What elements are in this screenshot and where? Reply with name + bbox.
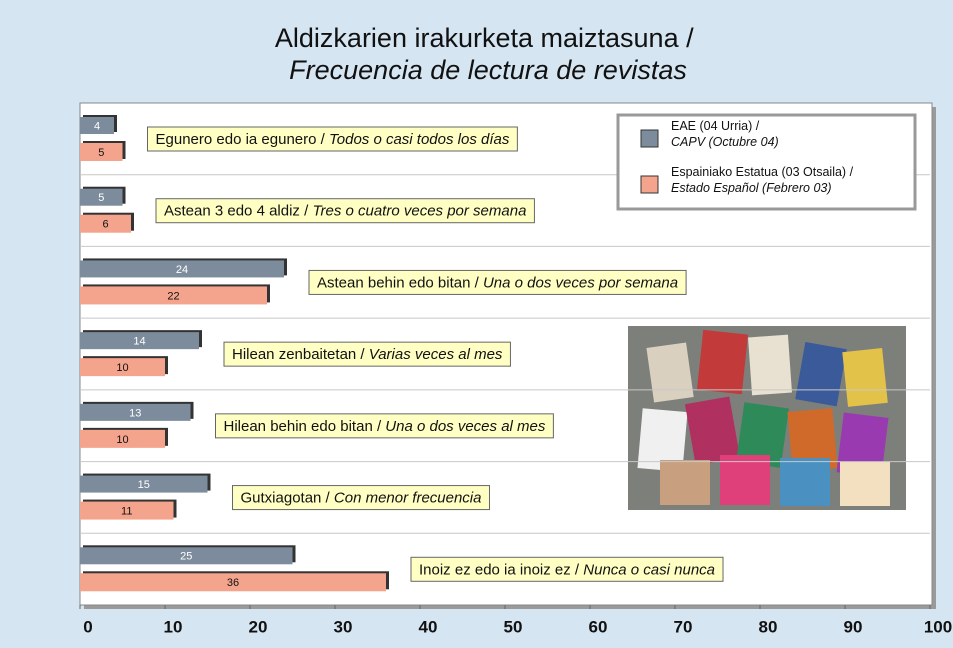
legend-label: Espainiako Estatua (03 Otsaila) / Estado… <box>671 165 857 195</box>
category-label-box <box>155 198 535 224</box>
x-tick-label: 0 <box>83 617 92 636</box>
value-label: 10 <box>116 362 128 374</box>
value-label: 14 <box>133 336 145 348</box>
bar <box>80 501 174 520</box>
bar <box>80 260 284 278</box>
value-label: 13 <box>129 407 141 419</box>
bar <box>80 403 191 421</box>
category-label: Astean 3 edo 4 aldiz / Tres o cuatro vec… <box>164 203 526 220</box>
value-label: 5 <box>98 147 104 159</box>
legend-box <box>616 113 917 211</box>
category-label: Gutxiagotan / Con menor frecuencia <box>241 490 482 507</box>
value-label: 15 <box>138 479 150 491</box>
value-label: 5 <box>98 192 104 204</box>
x-tick-label: 80 <box>759 617 778 636</box>
value-label: 36 <box>227 577 239 589</box>
x-tick-label: 20 <box>249 617 268 636</box>
category-label-box <box>308 269 687 295</box>
chart-title: Aldizkarien irakurketa maiztasuna / Frec… <box>275 23 701 85</box>
bar <box>80 117 114 134</box>
bar <box>80 214 131 233</box>
x-tick-label: 70 <box>674 617 693 636</box>
value-label: 24 <box>176 264 188 276</box>
photo <box>628 326 906 510</box>
bar <box>80 429 165 448</box>
legend-swatch <box>640 129 659 148</box>
bar <box>80 286 267 305</box>
bar <box>80 475 208 493</box>
value-label: 4 <box>94 120 100 132</box>
x-tick-label: 60 <box>589 617 608 636</box>
category-label: Inoiz ez edo ia inoiz ez / Nunca o casi … <box>419 561 715 578</box>
category-label: Astean behin edo bitan / Una o dos veces… <box>317 274 678 291</box>
x-tick-label: 40 <box>419 617 438 636</box>
category-label-box <box>223 341 511 367</box>
value-label: 25 <box>180 551 192 563</box>
x-tick-label: 30 <box>334 617 353 636</box>
category-label-box <box>215 413 554 439</box>
category-label: Egunero edo ia egunero / Todos o casi to… <box>156 131 510 148</box>
bar <box>80 143 123 161</box>
bar <box>80 332 199 350</box>
bar <box>80 547 293 565</box>
x-tick-label: 100 <box>924 617 952 636</box>
category-label-box <box>232 485 490 511</box>
x-tick-label: 90 <box>844 617 863 636</box>
value-label: 6 <box>102 219 108 231</box>
bar <box>80 573 386 592</box>
value-label: 10 <box>116 434 128 446</box>
category-label-box <box>410 556 724 582</box>
bar <box>80 188 123 206</box>
category-label: Hilean zenbaitetan / Varias veces al mes <box>232 346 503 363</box>
bar <box>80 358 165 377</box>
value-label: 11 <box>121 505 132 517</box>
legend-label: EAE (04 Urria) / CAPV (Octubre 04) <box>671 119 779 149</box>
category-label: Hilean behin edo bitan / Una o dos veces… <box>224 418 546 435</box>
value-label: 22 <box>167 290 179 302</box>
x-tick-label: 50 <box>504 617 523 636</box>
category-label-box <box>147 126 518 152</box>
legend-swatch <box>640 175 659 194</box>
x-tick-label: 10 <box>164 617 183 636</box>
